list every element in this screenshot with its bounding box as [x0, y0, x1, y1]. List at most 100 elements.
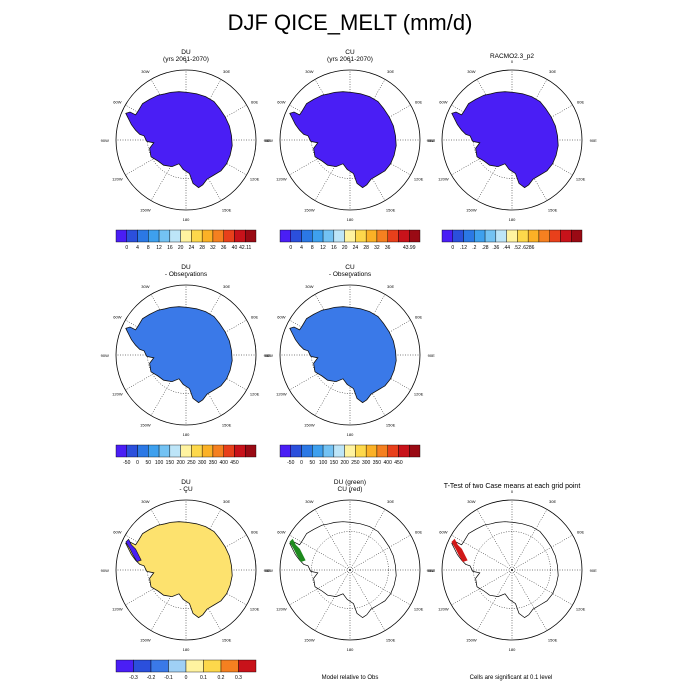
colorbar-tick-label: 400 — [220, 460, 229, 466]
colorbar-cell — [133, 659, 152, 673]
panel-title-line: DU — [181, 479, 191, 486]
coordinate-label: 30W — [467, 499, 475, 504]
colorbar-tick-label: 350 — [209, 460, 218, 466]
coordinate-label: 180 — [183, 432, 190, 437]
coastline — [451, 521, 559, 619]
coordinate-label: 120E — [414, 607, 424, 612]
coordinate-label: 150E — [548, 637, 558, 642]
coordinate-label: 90E — [428, 353, 435, 358]
colorbar-tick-label: 24 — [189, 245, 195, 251]
meridian-line — [150, 569, 187, 631]
colorbar-tick-label: 12 — [156, 245, 162, 251]
colorbar-cell — [365, 444, 378, 458]
colorbar-cell — [560, 229, 572, 243]
continent-fill — [289, 91, 397, 189]
colorbar-tick-label: 24 — [353, 245, 359, 251]
colorbar-cell — [355, 444, 367, 458]
meridian-line — [476, 139, 513, 201]
coordinate-label: 60E — [415, 530, 422, 535]
colorbar-cell — [168, 659, 187, 673]
panel-title-line: DU — [181, 264, 191, 271]
coordinate-label: 120W — [112, 392, 123, 397]
coordinate-label: 180 — [347, 217, 354, 222]
colorbar-tick-label: 32 — [374, 245, 380, 251]
colorbar-cell — [150, 659, 169, 673]
coordinate-label: 180 — [183, 217, 190, 222]
map-boundary — [115, 284, 257, 426]
meridian-line — [289, 569, 351, 606]
colorbar-tick-label: 200 — [340, 460, 349, 466]
colorbar-tick-label: -0.3 — [129, 675, 138, 681]
colorbar-cell — [148, 444, 160, 458]
coordinate-label: 90E — [428, 568, 435, 573]
colorbar-cell — [322, 444, 335, 458]
colorbar-tick-label: 400 — [384, 460, 393, 466]
coordinate-label: 150W — [304, 422, 315, 427]
colorbar-tick-label: 28 — [363, 245, 369, 251]
coordinate-label: 60W — [113, 530, 121, 535]
colorbar-cell — [126, 444, 138, 458]
colorbar-cell — [355, 229, 367, 243]
meridian-line — [150, 139, 187, 201]
coordinate-label: 120W — [112, 177, 123, 182]
map-boundary — [441, 499, 583, 641]
coordinate-label: 60W — [439, 100, 447, 105]
colorbar-du: 0 4 8 12 16 20 24 28 32 36 40 42.11 — [115, 229, 257, 251]
colorbar-cell — [290, 444, 302, 458]
coordinate-label: 30W — [141, 499, 149, 504]
coordinate-label: 60E — [415, 315, 422, 320]
coordinate-label: 60W — [439, 530, 447, 535]
coordinate-label: 30E — [387, 284, 394, 289]
colorbar-cell — [506, 229, 518, 243]
panel-title-line: (yrs 2061-2070) — [163, 56, 209, 63]
colorbar-tick-label: -50 — [287, 460, 294, 466]
colorbar-cell — [365, 229, 378, 243]
coordinate-label: 30E — [223, 69, 230, 74]
colorbar-cell — [387, 444, 399, 458]
coordinate-label: 0 — [185, 59, 188, 64]
colorbar-tick-label: 50 — [310, 460, 316, 466]
coordinate-label: 60E — [251, 100, 258, 105]
continent-fill — [451, 91, 559, 189]
coordinate-label: 60E — [251, 530, 258, 535]
colorbar-cell — [137, 444, 149, 458]
colorbar-tick-label: -0.2 — [147, 675, 156, 681]
coordinate-label: 60E — [577, 530, 584, 535]
panel-title-line: - CU — [179, 486, 193, 493]
colorbar-tick-label: 0.2 — [218, 675, 225, 681]
coordinate-label: 150W — [140, 637, 151, 642]
colorbar-cell — [398, 444, 410, 458]
colorbar-cell — [191, 229, 203, 243]
coordinate-label: 90E — [264, 353, 271, 358]
coordinate-label: 150E — [548, 207, 558, 212]
coordinate-label: 90W — [265, 568, 273, 573]
colorbar-tick-label: .36 — [492, 245, 499, 251]
colorbar-tick-label: 42.11 — [239, 245, 251, 251]
colorbar-tick-label: 8 — [147, 245, 150, 251]
coordinate-label: 60W — [113, 100, 121, 105]
coordinate-label: 30E — [549, 499, 556, 504]
coordinate-label: 120E — [250, 607, 260, 612]
colorbar-cell — [409, 444, 421, 458]
meridian-line — [314, 354, 351, 416]
colorbar-cell — [463, 229, 475, 243]
colorbar-cell — [137, 229, 149, 243]
colorbar-cell — [220, 659, 239, 673]
map-boundary — [279, 284, 421, 426]
colorbar-cell — [517, 229, 529, 243]
colorbar-tick-label: 16 — [167, 245, 173, 251]
coordinate-label: 60E — [415, 100, 422, 105]
colorbar-tick-label: 300 — [362, 460, 371, 466]
colorbar-cell — [376, 444, 388, 458]
coordinate-label: 90W — [101, 568, 109, 573]
coordinate-label: 150E — [386, 422, 396, 427]
colorbar-tick-label: 16 — [331, 245, 337, 251]
colorbar-du_cu: -0.3 -0.2 -0.1 0 0.1 0.2 0.3 — [115, 659, 257, 681]
coordinate-label: 120W — [438, 177, 449, 182]
colorbar-cell — [126, 229, 138, 243]
colorbar-tick-label: 0 — [185, 675, 188, 681]
colorbar-tick-label: .28 — [482, 245, 489, 251]
